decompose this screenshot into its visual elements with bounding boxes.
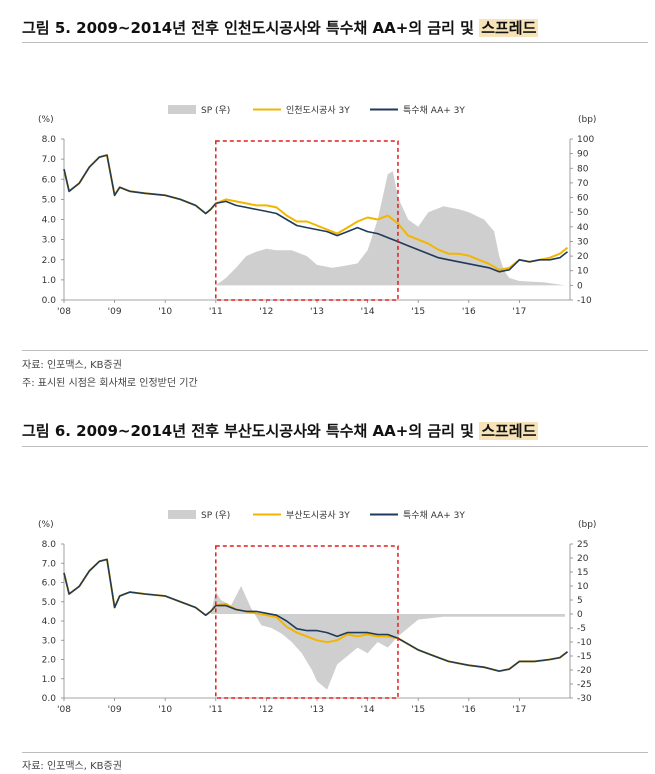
y-right-unit: (bp) <box>578 520 596 530</box>
x-tick-label: '09 <box>108 705 122 715</box>
x-tick-label: '17 <box>512 307 526 317</box>
y-left-unit: (%) <box>38 520 54 530</box>
y-left-tick-label: 5.0 <box>42 598 57 608</box>
y-left-tick-label: 4.0 <box>42 617 57 627</box>
y-left-tick-label: 2.0 <box>42 656 57 666</box>
legend-label: SP (우) <box>201 105 230 116</box>
y-right-tick-label: 30 <box>577 237 589 247</box>
figure-5-source-rule <box>22 350 648 351</box>
x-tick-label: '10 <box>158 705 172 715</box>
y-right-tick-label: -20 <box>577 666 592 676</box>
x-tick-label: '15 <box>411 705 425 715</box>
y-right-unit: (bp) <box>578 115 596 125</box>
y-left-tick-label: 6.0 <box>42 175 57 185</box>
series-sp-area <box>64 586 565 690</box>
y-right-tick-label: 15 <box>577 568 588 578</box>
y-right-tick-label: 10 <box>577 267 589 277</box>
figure-6-rule <box>22 446 648 447</box>
x-tick-label: '13 <box>310 307 324 317</box>
figure-5-source: 자료: 인포맥스, KB증권 <box>22 360 122 371</box>
y-left-tick-label: 0.0 <box>42 296 57 306</box>
y-right-tick-label: 10 <box>577 582 589 592</box>
legend-swatch-sp <box>168 105 196 114</box>
y-right-tick-label: 5 <box>577 596 583 606</box>
y-right-tick-label: 90 <box>577 150 589 160</box>
y-left-tick-label: 1.0 <box>42 675 57 685</box>
y-right-tick-label: 20 <box>577 554 589 564</box>
y-right-tick-label: 100 <box>577 135 594 145</box>
y-left-tick-label: 8.0 <box>42 540 57 550</box>
figure-5-note: 주: 표시된 시점은 회사채로 인정받던 기간 <box>22 378 198 389</box>
legend: SP (우) 부산도시공사 3Y 특수채 AA+ 3Y <box>168 510 465 521</box>
y-right-tick-label: -5 <box>577 624 586 634</box>
legend-label: 특수채 AA+ 3Y <box>403 510 465 521</box>
y-right-tick-label: 80 <box>577 164 589 174</box>
figure-6-title-text: 그림 6. 2009~2014년 전후 부산도시공사와 특수채 AA+의 금리 … <box>22 422 474 440</box>
x-tick-label: '13 <box>310 705 324 715</box>
y-right-tick-label: -10 <box>577 296 592 306</box>
y-left-tick-label: 5.0 <box>42 195 57 205</box>
y-right-tick-label: 25 <box>577 540 588 550</box>
y-right-tick-label: -25 <box>577 680 592 690</box>
figure-5-title: 그림 5. 2009~2014년 전후 인천도시공사와 특수채 AA+의 금리 … <box>22 17 539 38</box>
legend-swatch-sp <box>168 510 196 519</box>
figure-6-chart: SP (우) 부산도시공사 3Y 특수채 AA+ 3Y (%) (bp) 0.0 1.0 2.… <box>38 510 596 715</box>
y-left-tick-label: 8.0 <box>42 135 57 145</box>
x-tick-label: '11 <box>209 307 223 317</box>
series-aa-plus-line <box>63 154 568 273</box>
y-left-tick-label: 6.0 <box>42 579 57 589</box>
x-tick-label: '08 <box>57 307 71 317</box>
y-right-tick-label: 50 <box>577 208 589 218</box>
y-left-tick-label: 3.0 <box>42 636 57 646</box>
y-left-tick-label: 7.0 <box>42 155 57 165</box>
x-tick-label: '15 <box>411 307 425 317</box>
highlight-box <box>215 545 399 699</box>
legend: SP (우) 인천도시공사 3Y 특수채 AA+ 3Y <box>168 105 465 116</box>
x-tick-label: '09 <box>108 307 122 317</box>
figure-5-chart: SP (우) 인천도시공사 3Y 특수채 AA+ 3Y (%) (bp) 0.0 1.0 2.… <box>38 105 596 317</box>
figure-5-title-text: 그림 5. 2009~2014년 전후 인천도시공사와 특수채 AA+의 금리 … <box>22 19 474 37</box>
x-tick-label: '08 <box>57 705 71 715</box>
series-aa-plus-line <box>63 558 568 672</box>
y-right-tick-label: -30 <box>577 694 592 704</box>
y-left-tick-label: 2.0 <box>42 256 57 266</box>
figure-6-source-rule <box>22 752 648 753</box>
legend-label: 인천도시공사 3Y <box>286 105 350 116</box>
x-tick-label: '16 <box>462 705 476 715</box>
y-left-tick-label: 4.0 <box>42 216 57 226</box>
series-sp-area <box>64 171 565 286</box>
y-right-tick-label: 70 <box>577 179 589 189</box>
figure-5-rule <box>22 42 648 43</box>
y-left-unit: (%) <box>38 115 54 125</box>
figure-5-title-highlight: 스프레드 <box>479 19 539 37</box>
x-tick-label: '16 <box>462 307 476 317</box>
figure-6-title: 그림 6. 2009~2014년 전후 부산도시공사와 특수채 AA+의 금리 … <box>22 420 539 441</box>
x-tick-label: '12 <box>259 307 273 317</box>
x-tick-label: '14 <box>361 307 375 317</box>
y-left-tick-label: 0.0 <box>42 694 57 704</box>
figure-6-title-highlight: 스프레드 <box>479 422 539 440</box>
y-right-tick-label: 20 <box>577 252 589 262</box>
x-tick-label: '17 <box>512 705 526 715</box>
y-right-tick-label: 0 <box>577 610 583 620</box>
y-left-tick-label: 1.0 <box>42 276 57 286</box>
figure-6-source: 자료: 인포맥스, KB증권 <box>22 761 122 772</box>
y-right-tick-label: 40 <box>577 223 589 233</box>
x-tick-label: '12 <box>259 705 273 715</box>
legend-label: 부산도시공사 3Y <box>286 510 350 521</box>
x-tick-label: '14 <box>361 705 375 715</box>
y-left-tick-label: 7.0 <box>42 559 57 569</box>
highlight-box <box>215 140 399 301</box>
y-left-tick-label: 3.0 <box>42 236 57 246</box>
y-right-tick-label: 0 <box>577 281 583 291</box>
legend-label: SP (우) <box>201 510 230 521</box>
legend-label: 특수채 AA+ 3Y <box>403 105 465 116</box>
y-right-tick-label: -15 <box>577 652 592 662</box>
x-tick-label: '11 <box>209 705 223 715</box>
y-right-tick-label: 60 <box>577 194 589 204</box>
y-right-tick-label: -10 <box>577 638 592 648</box>
x-tick-label: '10 <box>158 307 172 317</box>
